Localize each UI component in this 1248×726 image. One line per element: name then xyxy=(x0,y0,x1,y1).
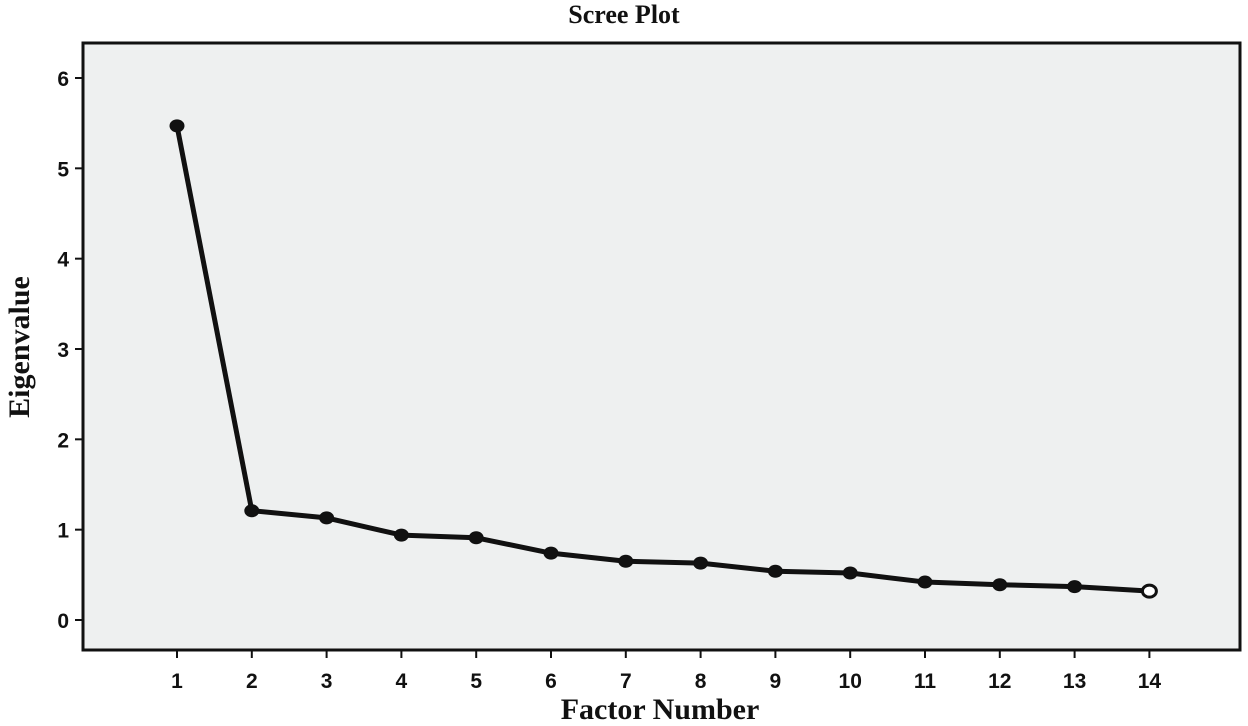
x-tick-label: 1 xyxy=(171,670,183,693)
data-point xyxy=(767,564,783,578)
x-tick-label: 3 xyxy=(321,670,333,693)
x-tick-label: 8 xyxy=(695,670,707,693)
y-tick-label: 1 xyxy=(57,520,69,543)
eigenvalue-line xyxy=(174,125,1150,594)
x-tick-label: 2 xyxy=(246,670,258,693)
x-tick-label: 7 xyxy=(620,670,632,693)
x-tick-label: 11 xyxy=(914,670,937,693)
x-axis-label: Factor Number xyxy=(560,693,760,726)
x-tick-label: 13 xyxy=(1063,670,1086,693)
data-point xyxy=(543,546,559,560)
x-tick-label: 4 xyxy=(396,670,408,693)
chart-title: Scree Plot xyxy=(568,0,680,29)
y-tick-label: 0 xyxy=(57,610,69,633)
x-tick-label: 14 xyxy=(1138,670,1162,693)
y-tick-label: 2 xyxy=(57,429,69,452)
data-point xyxy=(244,504,260,518)
data-point xyxy=(1140,583,1158,599)
data-point xyxy=(468,531,484,545)
x-tick-label: 5 xyxy=(470,670,482,693)
data-point xyxy=(618,554,634,568)
data-point xyxy=(992,578,1008,592)
data-point xyxy=(917,575,933,589)
x-tick-label: 10 xyxy=(839,670,862,693)
data-point xyxy=(319,511,335,525)
y-tick-label: 6 xyxy=(57,68,69,91)
data-point xyxy=(842,566,858,580)
data-point xyxy=(169,119,185,133)
x-tick-label: 6 xyxy=(545,670,557,693)
data-point xyxy=(393,528,409,542)
y-tick-label: 3 xyxy=(57,339,69,362)
x-tick-label: 12 xyxy=(988,670,1011,693)
y-tick-label: 4 xyxy=(57,249,69,272)
x-tick-label: 9 xyxy=(770,670,782,693)
plot-area xyxy=(81,41,1242,652)
data-point xyxy=(693,556,709,570)
data-point xyxy=(1067,580,1083,594)
y-tick-label: 5 xyxy=(57,158,69,181)
